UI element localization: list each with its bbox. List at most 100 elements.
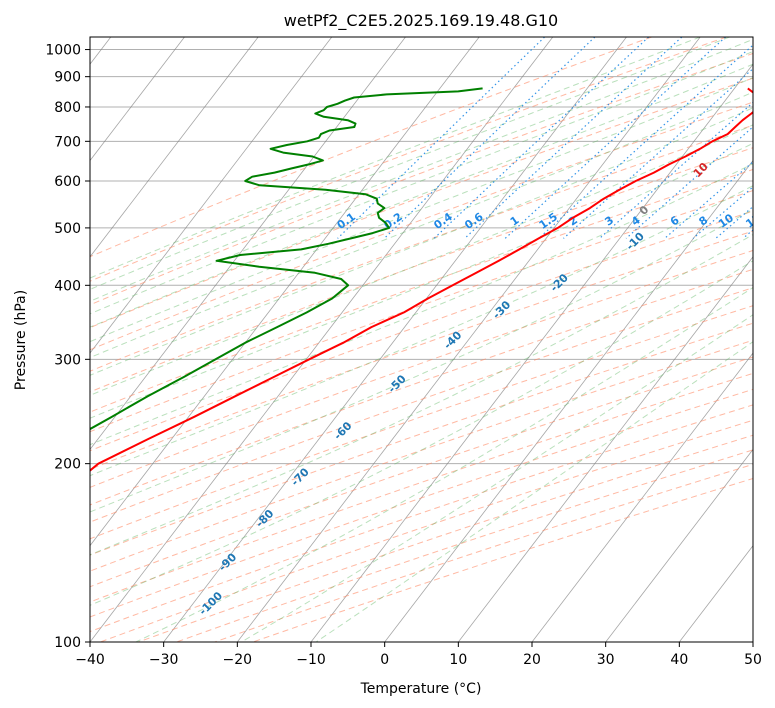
x-tick-label: −40 bbox=[75, 652, 105, 668]
isotherm-line bbox=[752, 641, 753, 642]
isotherm-line bbox=[531, 352, 753, 642]
moist-adiabat-line bbox=[90, 91, 753, 359]
y-axis-label: Pressure (hPa) bbox=[13, 290, 29, 390]
dry-adiabat-line bbox=[90, 339, 753, 572]
y-tick-label: 600 bbox=[54, 174, 81, 190]
x-tick-label: −20 bbox=[223, 652, 253, 668]
dry-adiabat-line bbox=[90, 305, 753, 540]
moist-adiabat-line bbox=[90, 38, 753, 302]
dry-adiabat-line bbox=[90, 372, 753, 603]
dry-adiabat-line bbox=[90, 168, 753, 413]
dry-adiabat-line bbox=[90, 124, 753, 372]
dry-adiabat-line bbox=[90, 37, 727, 282]
isotherm-line bbox=[90, 37, 406, 451]
dry-adiabat-line bbox=[252, 477, 753, 642]
x-tick-label: 30 bbox=[597, 652, 615, 668]
mixing-ratio-label: 0.6 bbox=[462, 210, 486, 232]
mixing-ratio-line bbox=[464, 37, 683, 239]
isotherm-line bbox=[90, 37, 185, 162]
skewed-isotherms bbox=[90, 37, 753, 642]
isotherm-line bbox=[90, 37, 480, 547]
mixing-ratio-label: 1 bbox=[508, 214, 522, 229]
plot-frame bbox=[89, 36, 754, 643]
moist-adiabat-label: 20 bbox=[751, 125, 771, 145]
moist-adiabats bbox=[90, 37, 753, 642]
dry-adiabat-line bbox=[90, 147, 753, 393]
y-tick-label: 100 bbox=[54, 635, 81, 651]
pressure-grid bbox=[90, 49, 753, 642]
moist-adiabat-label: 0 bbox=[637, 203, 652, 218]
isotherm-line bbox=[90, 37, 259, 258]
moist-adiabat-line bbox=[90, 124, 753, 396]
dry-adiabat-label: -60 bbox=[331, 419, 354, 442]
y-tick-label: 800 bbox=[54, 100, 81, 116]
mixing-ratio-label: 13 bbox=[743, 211, 763, 230]
x-tick-label: 40 bbox=[670, 652, 688, 668]
mixing-ratio-line bbox=[504, 37, 727, 239]
dry-adiabat-line bbox=[90, 101, 753, 351]
y-tick-label: 200 bbox=[54, 457, 81, 473]
moist-adiabat-line bbox=[90, 77, 753, 343]
isotherm-line bbox=[384, 159, 753, 642]
dry-adiabat-line bbox=[90, 210, 753, 452]
mixing-ratio-label: 4 bbox=[629, 213, 643, 228]
isotherm-line bbox=[678, 545, 753, 642]
sounding-series bbox=[90, 87, 753, 472]
isotherm-line bbox=[457, 256, 753, 642]
chart-title: wetPf2_C2E5.2025.169.19.48.G10 bbox=[284, 11, 558, 31]
dry-adiabat-label: -30 bbox=[490, 298, 513, 321]
mixing-ratio-line bbox=[599, 101, 753, 239]
mixing-ratio-label: 16 bbox=[765, 211, 775, 231]
dry-adiabat-label: -20 bbox=[548, 271, 571, 294]
moist-adiabat-line bbox=[90, 233, 753, 556]
moist-adiabat-line bbox=[315, 341, 753, 642]
moist-adiabat-line bbox=[90, 163, 753, 446]
mixing-ratio-line bbox=[742, 229, 753, 239]
dry-adiabat-line bbox=[90, 388, 753, 618]
y-tick-label: 500 bbox=[54, 221, 81, 237]
dry-adiabat-line bbox=[176, 449, 753, 642]
y-tick-label: 700 bbox=[54, 134, 81, 150]
moist-adiabat-line bbox=[241, 314, 753, 642]
isotherm-line bbox=[90, 37, 333, 354]
x-tick-label: −30 bbox=[149, 652, 179, 668]
moist-adiabat-line bbox=[90, 260, 753, 606]
y-tick-label: 400 bbox=[54, 278, 81, 294]
moist-adiabat-line bbox=[90, 142, 753, 419]
moist-adiabat-line bbox=[90, 185, 753, 477]
y-tick-label: 300 bbox=[54, 352, 81, 368]
dry-adiabat-label: -80 bbox=[253, 507, 276, 530]
isotherm-line bbox=[163, 37, 627, 642]
x-tick-label: 0 bbox=[380, 652, 389, 668]
x-tick-label: 10 bbox=[449, 652, 467, 668]
moist-adiabat-line bbox=[90, 208, 753, 513]
x-tick-label: 50 bbox=[744, 652, 762, 668]
dry-adiabat-line bbox=[90, 268, 753, 506]
mixing-ratio-line bbox=[692, 186, 753, 239]
isotherm-line bbox=[236, 37, 701, 642]
dry-adiabat-line bbox=[90, 52, 753, 306]
mixing-ratio-line bbox=[383, 37, 596, 239]
moist-adiabat-line bbox=[90, 63, 753, 328]
mixing-ratio-line bbox=[765, 37, 775, 238]
mixing-ratio-label: 6 bbox=[668, 213, 682, 228]
dry-adiabat-label: -50 bbox=[386, 372, 409, 395]
isotherm-line bbox=[90, 37, 554, 642]
mixing-ratio-lines bbox=[337, 37, 775, 239]
dry-adiabat-label: -40 bbox=[441, 328, 464, 351]
dry-adiabat-line bbox=[90, 37, 652, 258]
dry-adiabat-line bbox=[90, 356, 753, 588]
dry-adiabat-line bbox=[90, 230, 753, 470]
mixing-ratio-line bbox=[538, 44, 753, 239]
temperature-profile bbox=[90, 87, 753, 472]
moist-adiabat-line bbox=[90, 50, 753, 315]
dry-adiabat-line bbox=[90, 404, 753, 633]
moist-adiabat-line bbox=[90, 107, 753, 376]
moist-adiabat-line bbox=[90, 37, 730, 290]
dry-adiabat-line bbox=[90, 322, 753, 556]
x-tick-label: 20 bbox=[523, 652, 541, 668]
dry-adiabat-line bbox=[90, 249, 753, 488]
axes: −40 −30 −20 −10 0 10 20 30 40 5010020030040050060… bbox=[45, 43, 762, 668]
dry-adiabat-line bbox=[90, 190, 753, 433]
